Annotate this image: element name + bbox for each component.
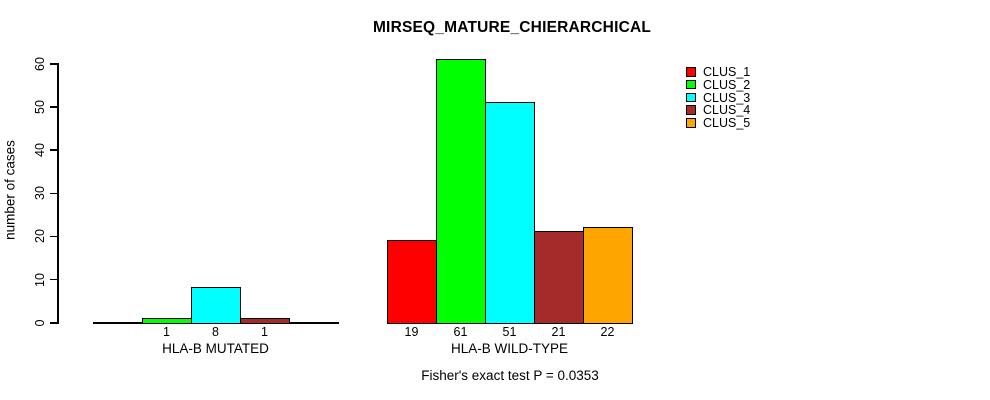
y-axis-tick (50, 235, 57, 238)
group-label: HLA-B MUTATED (162, 341, 269, 356)
bar-value-label: 1 (261, 325, 268, 339)
bar-value-label: 1 (163, 325, 170, 339)
bar-value-label: 22 (600, 325, 615, 339)
y-axis-tick (50, 106, 57, 108)
legend-label: CLUS_3 (703, 90, 751, 105)
bar-clus_3 (191, 287, 241, 324)
legend-swatch-clus_5 (686, 118, 696, 128)
annotation-text: Fisher's exact test P = 0.0353 (421, 368, 599, 383)
bar-value-label: 61 (453, 325, 468, 339)
bar-value-label: 19 (404, 325, 419, 339)
bar-clus_1 (387, 240, 437, 324)
legend-swatch-clus_1 (686, 67, 696, 77)
chart-title: MIRSEQ_MATURE_CHIERARCHICAL (372, 19, 652, 36)
legend-swatch-clus_4 (686, 105, 696, 115)
y-axis-tick (50, 63, 57, 65)
legend-label: CLUS_2 (703, 77, 751, 92)
y-axis-line (57, 63, 59, 324)
y-axis-tick (50, 149, 57, 151)
bar-clus_5 (583, 227, 633, 324)
bar-clus_4 (240, 318, 290, 324)
y-axis-tick (50, 278, 57, 281)
legend-label: CLUS_4 (703, 103, 751, 118)
bar-value-label: 51 (502, 325, 517, 339)
bar-value-label: 21 (551, 325, 566, 339)
bar-clus_4 (534, 231, 584, 324)
bar-value-label: 8 (212, 325, 219, 339)
legend-swatch-clus_3 (686, 92, 696, 103)
y-axis-tick (50, 192, 57, 194)
y-axis-tick (50, 322, 57, 324)
group-label: HLA-B WILD-TYPE (450, 341, 569, 356)
legend-label: CLUS_5 (703, 116, 751, 131)
legend-swatch-clus_2 (686, 79, 696, 90)
bar-clus_3 (485, 102, 535, 324)
legend-label: CLUS_1 (703, 65, 751, 79)
